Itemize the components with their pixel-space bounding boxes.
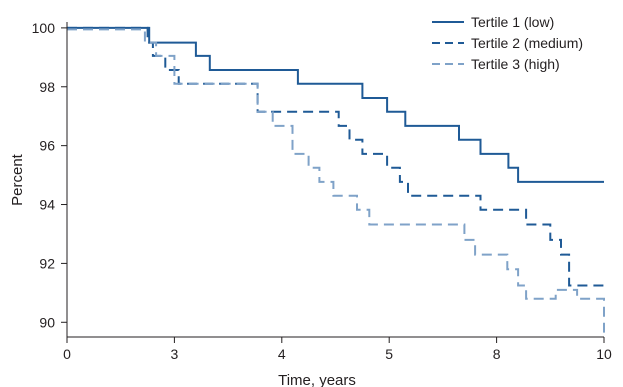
series-line-2 [67, 26, 604, 287]
x-ticks: 0 3 4 5 8 10 [63, 337, 612, 362]
x-tick-label: 3 [171, 346, 179, 362]
legend-label-1: Tertile 1 (low) [471, 14, 554, 30]
axes-layer [66, 22, 604, 338]
y-tick-label: 94 [39, 197, 55, 213]
x-tick-label: 8 [493, 346, 501, 362]
legend-label-2: Tertile 2 (medium) [471, 35, 583, 51]
series-line-1 [67, 26, 604, 183]
y-axis-label: Percent [9, 153, 26, 206]
y-tick-label: 98 [39, 79, 55, 95]
series-layer [67, 26, 605, 333]
y-tick-label: 100 [32, 20, 56, 36]
y-tick-label: 90 [39, 314, 55, 330]
y-ticks: 90 92 94 96 98 100 [32, 20, 67, 330]
series-line-3 [67, 28, 605, 333]
legend: Tertile 1 (low) Tertile 2 (medium) Tertile… [432, 14, 583, 72]
legend-label-3: Tertile 3 (high) [471, 56, 560, 72]
y-tick-label: 92 [39, 255, 55, 271]
x-tick-label: 0 [63, 346, 71, 362]
x-tick-label: 10 [596, 346, 612, 362]
x-tick-label: 5 [385, 346, 393, 362]
y-tick-label: 96 [39, 138, 55, 154]
x-tick-label: 4 [278, 346, 286, 362]
x-axis-label: Time, years [278, 372, 356, 387]
